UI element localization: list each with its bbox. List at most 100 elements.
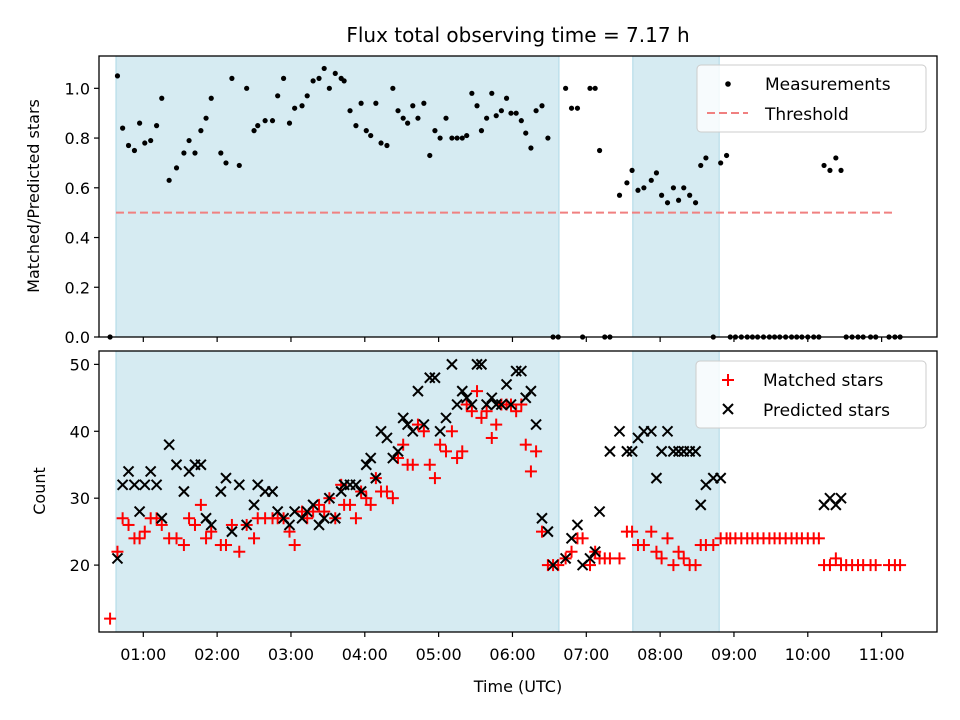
- legend-predicted-marker: [722, 403, 734, 415]
- legend-measurements-label: Measurements: [765, 75, 891, 95]
- predicted-star-point: [392, 445, 404, 458]
- predicted-star-point: [480, 398, 493, 411]
- matched-star-point: [515, 398, 528, 411]
- measurement-point: [173, 165, 180, 171]
- x-tick-label: 10:00: [785, 645, 831, 664]
- matched-star-point: [122, 518, 135, 531]
- measurement-point: [698, 162, 704, 169]
- measurement-point: [539, 103, 545, 109]
- measurement-point: [363, 128, 369, 134]
- predicted-star-point: [571, 519, 584, 531]
- measurement-point: [523, 130, 529, 136]
- measurement-point: [489, 90, 495, 96]
- matched-star-point: [200, 532, 213, 545]
- matched-star-point: [637, 539, 650, 552]
- measurement-point: [664, 200, 671, 206]
- matched-star-point: [233, 545, 246, 558]
- measurement-point: [137, 120, 143, 126]
- matched-star-point: [465, 405, 478, 418]
- predicted-star-point: [446, 358, 458, 371]
- matched-star-point: [655, 552, 668, 565]
- legend-matched-marker: [722, 374, 734, 386]
- predicted-star-point: [505, 398, 517, 411]
- predicted-star-point: [156, 512, 168, 524]
- measurement-point: [596, 147, 603, 154]
- measurement-point: [148, 137, 154, 144]
- predicted-star-point: [495, 398, 508, 411]
- measurement-point: [474, 103, 480, 109]
- predicted-star-point: [475, 358, 488, 371]
- predicted-star-point: [170, 459, 183, 471]
- measurement-point: [251, 128, 257, 134]
- measurement-point: [449, 135, 455, 141]
- matched-star-point: [344, 498, 357, 511]
- measurement-point: [198, 128, 204, 134]
- measurement-point: [384, 142, 390, 149]
- predicted-star-point: [429, 372, 441, 384]
- predicted-star-point: [559, 552, 572, 565]
- matched-star-point: [349, 512, 362, 525]
- measurement-point: [469, 90, 475, 96]
- predicted-star-point: [613, 425, 626, 437]
- measurement-point: [484, 115, 490, 121]
- matched-star-point: [360, 492, 373, 505]
- predicted-star-point: [490, 398, 502, 411]
- predicted-star-point: [307, 499, 319, 511]
- predicted-star-point: [424, 372, 436, 384]
- top-y-axis-title: Matched/Predicted stars: [24, 99, 43, 293]
- predicted-star-point: [830, 499, 842, 511]
- measurement-point: [670, 185, 677, 191]
- predicted-star-point: [133, 505, 146, 518]
- matched-star-point: [689, 559, 702, 572]
- measurement-point: [518, 118, 524, 124]
- predicted-star-point: [525, 385, 537, 397]
- predicted-star-point: [593, 505, 606, 518]
- matched-star-point: [613, 552, 626, 565]
- measurement-point: [568, 105, 575, 111]
- measurement-point: [120, 125, 126, 131]
- predicted-star-point: [440, 412, 452, 424]
- measurement-point: [659, 192, 665, 198]
- predicted-star-point: [520, 392, 532, 404]
- matched-star-point: [485, 431, 498, 444]
- predicted-star-point: [200, 512, 212, 524]
- predicted-star-point: [486, 392, 498, 404]
- predicted-star-point: [407, 425, 419, 437]
- measurement-point: [464, 132, 470, 139]
- predicted-star-point: [667, 445, 680, 458]
- chart-title: Flux total observing time = 7.17 h: [346, 23, 689, 47]
- matched-star-point: [894, 559, 907, 572]
- matched-star-point: [475, 411, 488, 424]
- measurement-point: [427, 152, 433, 159]
- matched-star-point: [510, 405, 523, 418]
- predicted-star-point: [205, 519, 217, 531]
- top-shaded-span-1: [115, 55, 560, 338]
- top-y-tick-label: 0.0: [65, 328, 90, 347]
- predicted-star-point: [387, 452, 399, 464]
- measurement-point: [114, 73, 121, 79]
- x-tick-label: 07:00: [563, 645, 609, 664]
- matched-star-point: [248, 532, 261, 545]
- bottom-axes-frame: [98, 350, 938, 633]
- predicted-star-point: [530, 418, 542, 431]
- measurement-point: [478, 128, 485, 134]
- predicted-star-point: [456, 385, 468, 397]
- predicted-star-point: [318, 512, 330, 524]
- predicted-star-point: [650, 472, 663, 484]
- matched-star-point: [411, 418, 424, 431]
- x-tick-label: 03:00: [268, 645, 314, 664]
- measurement-point: [186, 137, 192, 144]
- predicted-star-point: [584, 552, 596, 565]
- predicted-star-point: [323, 492, 336, 504]
- measurement-point: [395, 108, 401, 114]
- measurement-point: [443, 115, 449, 121]
- bottom-y-tick-label: 40: [70, 422, 90, 441]
- matched-star-point: [364, 498, 377, 511]
- measurement-point: [838, 167, 844, 173]
- measurement-point: [244, 85, 250, 91]
- matched-star-point: [138, 525, 151, 538]
- matched-star-point: [667, 559, 680, 572]
- measurement-point: [255, 123, 261, 129]
- matched-star-point: [397, 438, 410, 451]
- measurement-point: [321, 65, 327, 72]
